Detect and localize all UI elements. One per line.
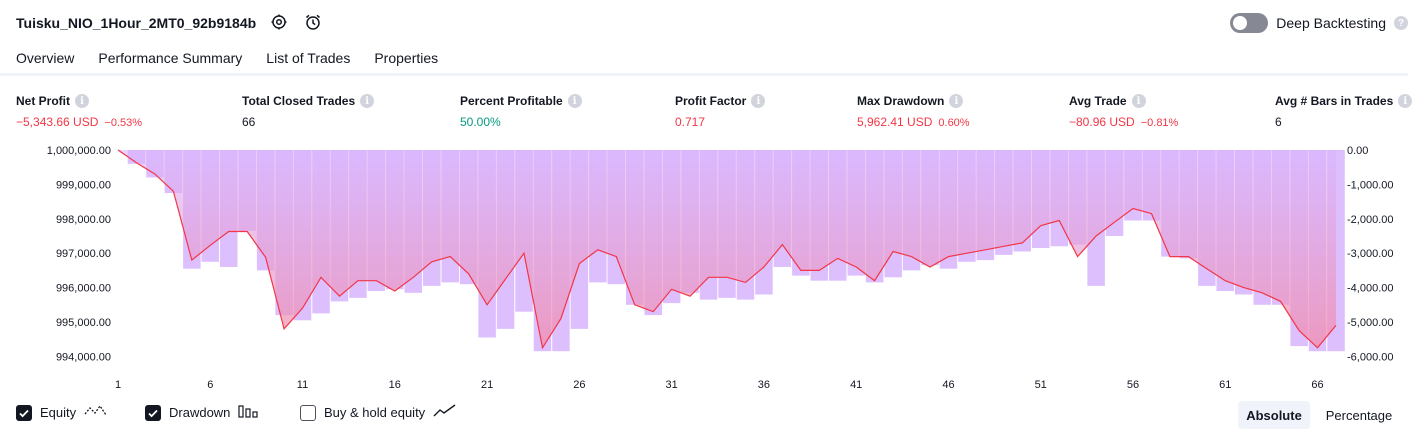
deep-backtesting-toggle[interactable]	[1230, 13, 1269, 33]
metric-value: −80.96 USD	[1069, 115, 1135, 129]
strategy-title: Tuisku_NIO_1Hour_2MT0_92b9184b	[16, 15, 257, 31]
metric-profit-factor: Profit Factor i 0.717	[675, 94, 766, 129]
drawdown-checkbox[interactable]	[145, 404, 161, 421]
x-tick-label: 66	[1311, 379, 1323, 391]
equity-checkbox[interactable]	[16, 404, 32, 421]
metric-label: Total Closed Trades	[242, 94, 356, 108]
info-icon[interactable]: i	[567, 94, 582, 108]
tab-list-of-trades[interactable]: List of Trades	[266, 50, 351, 66]
info-icon[interactable]: i	[75, 94, 89, 108]
alarm-clock-icon[interactable]	[303, 12, 323, 32]
report-tabs: Overview Performance Summary List of Tra…	[16, 47, 438, 76]
x-tick-label: 51	[1035, 379, 1047, 391]
metric-total-closed-trades: Total Closed Trades i 66	[242, 94, 375, 129]
metric-label: Avg Trade	[1069, 94, 1127, 108]
metric-value: 50.00%	[460, 115, 501, 129]
toggle-knob	[1233, 16, 1248, 30]
metric-avg-trade: Avg Trade i −80.96 USD −0.81%	[1069, 94, 1178, 129]
buy-hold-line-icon	[433, 404, 457, 421]
legend-buy-hold-equity[interactable]: Buy & hold equity	[300, 404, 457, 421]
metric-avg-bars-in-trades: Avg # Bars in Trades i 6	[1275, 94, 1413, 129]
equity-line	[117, 149, 1337, 350]
deep-backtesting-label: Deep Backtesting	[1276, 15, 1386, 31]
metric-label: Percent Profitable	[460, 94, 563, 108]
left-tick-label: 995,000.00	[56, 317, 111, 329]
info-icon[interactable]: i	[360, 94, 375, 108]
info-icon[interactable]: i	[1398, 94, 1413, 108]
metric-sub-value: −0.53%	[104, 117, 143, 129]
metric-value: 66	[242, 115, 256, 129]
info-icon[interactable]: i	[1131, 94, 1146, 108]
right-tick-label: -5,000.00	[1347, 317, 1393, 329]
x-tick-label: 46	[942, 379, 954, 391]
tabs-divider	[0, 73, 1408, 76]
tab-overview[interactable]: Overview	[16, 47, 75, 76]
info-icon[interactable]: i	[751, 94, 766, 108]
left-tick-label: 998,000.00	[56, 214, 111, 226]
x-tick-label: 56	[1127, 379, 1139, 391]
metric-label: Avg # Bars in Trades	[1275, 94, 1394, 108]
tab-properties[interactable]: Properties	[374, 50, 439, 66]
legend-drawdown[interactable]: Drawdown	[145, 404, 260, 421]
x-tick-label: 26	[573, 379, 585, 391]
x-tick-label: 61	[1219, 379, 1231, 391]
equity-drawdown-chart: 1,000,000.00 999,000.00 998,000.00 997,000.…	[47, 145, 1394, 391]
equity-area-fill	[118, 150, 1336, 348]
metric-value: 0.717	[675, 115, 706, 129]
metric-net-profit: Net Profit i −5,343.66 USD −0.53%	[16, 94, 142, 129]
left-tick-label: 994,000.00	[56, 351, 111, 363]
right-tick-label: 0.00	[1347, 145, 1368, 157]
buy-hold-checkbox[interactable]	[300, 404, 316, 421]
left-tick-label: 996,000.00	[56, 283, 111, 295]
right-tick-label: -3,000.00	[1347, 248, 1393, 260]
right-axis: 0.00 -1,000.00 -2,000.00 -3,000.00 -4,000.00…	[1347, 145, 1393, 363]
left-tick-label: 997,000.00	[56, 248, 111, 260]
metric-label: Net Profit	[16, 94, 70, 108]
equity-area	[117, 149, 1337, 350]
tab-performance-summary[interactable]: Performance Summary	[98, 50, 243, 66]
left-tick-label: 1,000,000.00	[47, 145, 111, 157]
strategy-header: Tuisku_NIO_1Hour_2MT0_92b9184b Deep Back…	[0, 0, 1424, 46]
left-axis: 1,000,000.00 999,000.00 998,000.00 997,000.…	[47, 145, 111, 363]
x-tick-label: 31	[665, 379, 677, 391]
x-axis: 1 6 11 16 21 26 31 36 41 46 51 56 61 66	[115, 379, 1324, 391]
left-tick-label: 999,000.00	[56, 179, 111, 191]
metric-percent-profitable: Percent Profitable i 50.00%	[460, 94, 582, 129]
absolute-button[interactable]: Absolute	[1238, 401, 1310, 429]
metric-label: Max Drawdown	[857, 94, 945, 108]
x-tick-label: 11	[297, 379, 308, 391]
metric-label: Profit Factor	[675, 94, 747, 108]
x-tick-label: 21	[481, 379, 493, 391]
percentage-button[interactable]: Percentage	[1325, 407, 1393, 423]
legend-equity[interactable]: Equity	[16, 404, 108, 421]
metric-value: −5,343.66 USD	[16, 115, 99, 129]
metric-value: 6	[1275, 115, 1282, 129]
x-tick-label: 6	[207, 379, 213, 391]
settings-gear-icon[interactable]	[269, 12, 289, 32]
x-tick-label: 36	[758, 379, 770, 391]
legend-label: Drawdown	[169, 405, 231, 420]
x-tick-label: 1	[115, 379, 121, 391]
metric-sub-value: −0.81%	[1140, 117, 1179, 129]
deep-backtesting-control: Deep Backtesting ?	[1230, 13, 1408, 33]
drawdown-bars-icon	[238, 404, 260, 421]
help-icon[interactable]: ?	[1394, 16, 1408, 30]
legend-label: Equity	[40, 405, 77, 420]
x-tick-label: 41	[850, 379, 862, 391]
right-tick-label: -1,000.00	[1347, 179, 1393, 191]
right-tick-label: -2,000.00	[1347, 214, 1393, 226]
right-tick-label: -4,000.00	[1347, 283, 1393, 295]
legend-label: Buy & hold equity	[324, 405, 426, 420]
x-tick-label: 16	[389, 379, 401, 391]
metric-max-drawdown: Max Drawdown i 5,962.41 USD 0.60%	[857, 94, 970, 129]
metric-value: 5,962.41 USD	[857, 115, 933, 129]
metric-sub-value: 0.60%	[938, 117, 970, 129]
right-tick-label: -6,000.00	[1347, 351, 1393, 363]
info-icon[interactable]: i	[949, 94, 964, 108]
equity-line-icon	[84, 404, 108, 421]
